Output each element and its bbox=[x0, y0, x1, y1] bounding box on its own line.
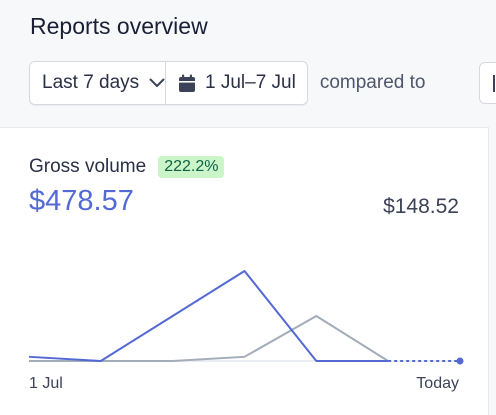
date-range-control: Last 7 days 1 Jul–7 Jul bbox=[29, 61, 308, 105]
previous-value: $148.52 bbox=[383, 195, 459, 218]
gross-volume-chart bbox=[28, 270, 464, 365]
change-badge: 222.2% bbox=[158, 156, 225, 178]
page-title: Reports overview bbox=[30, 13, 208, 39]
filter-bar: Last 7 days 1 Jul–7 Jul bbox=[29, 61, 426, 105]
gross-volume-card[interactable]: Gross volume 222.2% $478.57 $148.52 1 Ju… bbox=[0, 127, 489, 415]
metric-header: Gross volume 222.2% bbox=[29, 156, 225, 178]
chevron-down-icon bbox=[149, 78, 165, 88]
compared-to-label: compared to bbox=[319, 72, 426, 93]
current-value: $478.57 bbox=[29, 185, 134, 217]
date-range-label: 1 Jul–7 Jul bbox=[205, 72, 296, 93]
x-axis-start-label: 1 Jul bbox=[29, 375, 63, 392]
range-select-button[interactable]: Last 7 days bbox=[30, 62, 165, 104]
series-line-comparison bbox=[29, 315, 389, 362]
x-axis-end-label: Today bbox=[416, 375, 459, 392]
range-select-label: Last 7 days bbox=[42, 72, 140, 93]
series-end-point bbox=[456, 357, 464, 365]
comparison-select-button[interactable] bbox=[479, 62, 496, 104]
series-line-current bbox=[28, 270, 389, 362]
date-picker-button[interactable]: 1 Jul–7 Jul bbox=[165, 62, 307, 104]
calendar-icon bbox=[178, 74, 196, 93]
comparison-select-edge bbox=[493, 75, 495, 92]
metric-label: Gross volume bbox=[29, 156, 147, 177]
